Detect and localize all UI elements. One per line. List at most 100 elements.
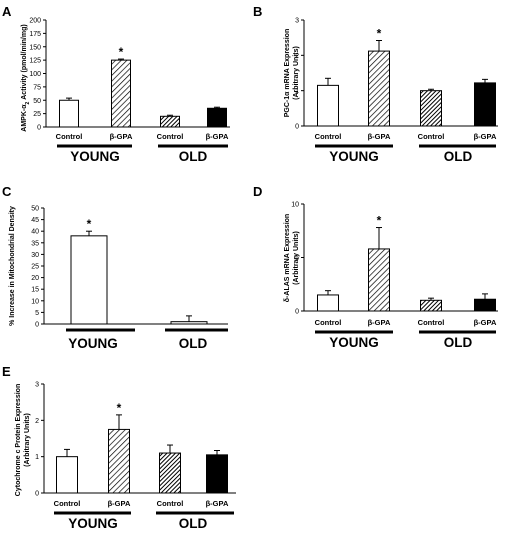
group-label: YOUNG: [68, 516, 118, 531]
category-label: β-GPA: [110, 132, 133, 141]
significance-star: *: [377, 26, 382, 40]
category-label: β-GPA: [368, 318, 391, 327]
category-label: Control: [315, 318, 342, 327]
category-label: Control: [157, 132, 184, 141]
panel-a-chart: A AMPK-α2 Activity (pmol/min/mg) 0 25 50 75…: [2, 4, 230, 164]
panel-e-y-axis-label: Cytochrome c Protein Expression (Arbitra…: [15, 384, 31, 496]
y-tick-label: 100: [29, 71, 41, 78]
y-tick-label: 50: [33, 98, 41, 105]
y-tick-label: 150: [29, 44, 41, 51]
significance-star: *: [119, 45, 124, 59]
category-label: Control: [315, 132, 342, 141]
panel-d-y-axis-label-line1: δ-ALAS mRNA Expression: [284, 214, 291, 302]
y-tick-label: 20: [31, 275, 39, 282]
panel-e-y-axis-label-line1: Cytochrome c Protein Expression: [15, 384, 22, 496]
significance-star: *: [87, 217, 92, 231]
bar: [70, 235, 108, 325]
panel-c-y-axis-label: % Increase in Mitochondrial Density: [9, 206, 16, 326]
panel-letter-c: C: [2, 184, 12, 199]
category-label: Control: [54, 499, 81, 508]
bar: [207, 107, 227, 128]
category-label: Control: [157, 499, 184, 508]
bar: [317, 294, 339, 312]
group-label: OLD: [179, 149, 208, 164]
panel-e-y-axis-label-line2: (Arbitrary Units): [24, 413, 31, 467]
group-label: OLD: [444, 335, 473, 350]
bar: [170, 321, 208, 325]
panel-b-y-axis-label-line2: (Arbitrary Units): [293, 46, 300, 100]
bar: [159, 452, 181, 494]
y-tick-label: 45: [31, 217, 39, 224]
y-tick-label: 2: [295, 53, 299, 60]
significance-star: *: [377, 214, 382, 228]
group-label: YOUNG: [68, 336, 118, 351]
group-label: YOUNG: [70, 149, 120, 164]
y-tick-label: 10: [31, 298, 39, 305]
y-tick-label: 0: [35, 491, 39, 498]
y-tick-label: 10: [291, 202, 299, 209]
y-tick-label: 30: [31, 252, 39, 259]
bar: [160, 115, 180, 128]
bar: [108, 428, 130, 494]
y-tick-label: 15: [31, 287, 39, 294]
bar: [420, 90, 442, 127]
y-tick-label: 0: [37, 125, 41, 132]
y-tick-label: 3: [295, 18, 299, 25]
bar: [420, 299, 442, 312]
panel-letter-b: B: [253, 4, 262, 19]
y-tick-label: 40: [31, 229, 39, 236]
panel-a-y-axis-label: AMPK-α2 Activity (pmol/min/mg): [21, 24, 31, 131]
category-label: β-GPA: [206, 132, 229, 141]
bar: [474, 298, 496, 312]
bar: [368, 50, 390, 127]
group-label: OLD: [444, 149, 473, 164]
panel-b-y-axis-label-line1: PGC-1α mRNA Expression: [284, 29, 291, 117]
category-label: β-GPA: [368, 132, 391, 141]
panel-letter-e: E: [2, 364, 11, 379]
y-tick-label: 1: [295, 88, 299, 95]
bar: [111, 59, 131, 128]
group-label: YOUNG: [329, 335, 379, 350]
bar: [317, 84, 339, 127]
category-label: β-GPA: [108, 499, 131, 508]
bar: [206, 454, 228, 494]
panel-d-chart: D δ-ALAS mRNA Expression (Arbitrary Unit…: [253, 184, 498, 350]
category-label: Control: [418, 318, 445, 327]
bar: [56, 456, 78, 494]
y-tick-label: 50: [31, 206, 39, 213]
panel-b-y-axis-label: PGC-1α mRNA Expression (Arbitrary Units): [284, 29, 300, 117]
y-tick-label: 0: [295, 124, 299, 131]
y-tick-label: 0: [35, 322, 39, 329]
significance-star: *: [117, 401, 122, 415]
y-tick-label: 2: [35, 418, 39, 425]
y-tick-label: 0: [295, 309, 299, 316]
category-label: β-GPA: [474, 132, 497, 141]
panel-d-y-axis-label-line2: (Arbitrary Units): [293, 231, 300, 285]
y-tick-label: 25: [31, 264, 39, 271]
group-label: YOUNG: [329, 149, 379, 164]
y-tick-label: 175: [29, 31, 41, 38]
category-label: Control: [56, 132, 83, 141]
category-label: β-GPA: [474, 318, 497, 327]
panel-b-chart: B PGC-1α mRNA Expression (Arbitrary Unit…: [253, 4, 498, 164]
bar: [474, 82, 496, 127]
y-tick-label: 35: [31, 240, 39, 247]
y-tick-label: 3: [35, 382, 39, 389]
panel-d-y-axis-label: δ-ALAS mRNA Expression (Arbitrary Units): [284, 214, 300, 302]
group-label: OLD: [179, 516, 208, 531]
y-tick-label: 125: [29, 58, 41, 65]
y-tick-label: 5: [35, 310, 39, 317]
panel-e-chart: E Cytochrome c Protein Expression (Arbit…: [2, 364, 236, 531]
category-label: β-GPA: [206, 499, 229, 508]
y-tick-label: 25: [33, 111, 41, 118]
y-tick-label: 5: [295, 255, 299, 262]
panel-letter-d: D: [253, 184, 262, 199]
y-tick-label: 1: [35, 454, 39, 461]
category-label: Control: [418, 132, 445, 141]
panel-letter-a: A: [2, 4, 12, 19]
bar: [368, 248, 390, 312]
y-tick-label: 200: [29, 18, 41, 25]
group-label: OLD: [179, 336, 208, 351]
bar: [59, 99, 79, 128]
